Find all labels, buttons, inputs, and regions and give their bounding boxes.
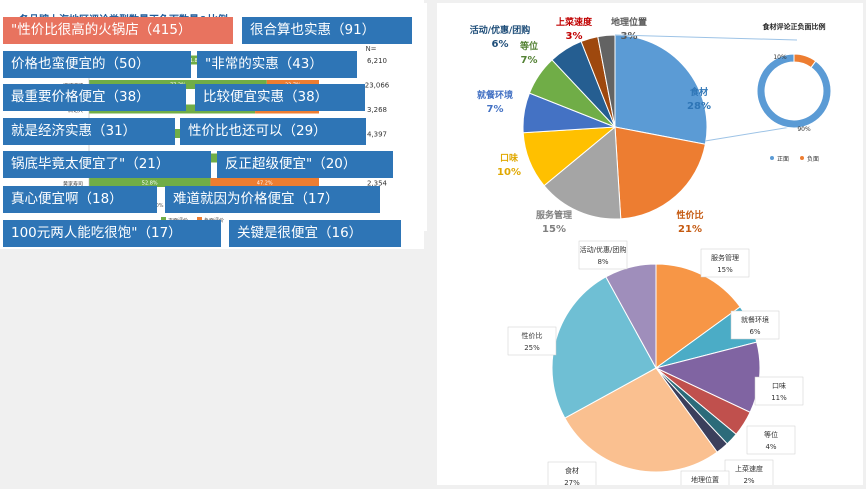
n-value: 4,397 [367,131,387,139]
legend-swatch [161,217,166,222]
pie-slice-pct: 10% [497,167,521,178]
keyword-tag: 锅底毕竟太便宜了"（21） [3,151,211,178]
pie-slice-pct: 7% [487,104,504,115]
keyword-tag: 比较便宜实惠（38） [195,84,365,111]
pie-slice [614,34,708,145]
pie-slice-pct: 8% [597,258,608,266]
n-value: 3,268 [367,106,387,114]
pie-label-box [730,310,780,340]
pie-slice-label: 口味 [772,381,786,390]
connector-line [614,34,798,41]
pie-slice-pct: 3% [566,31,583,42]
pie-slice-pct: 28% [687,101,711,112]
keyword-tag: 反正超级便宜"（20） [217,151,393,178]
pie-slice [543,125,622,220]
pie-label-box [724,459,774,489]
keyword-tag: 性价比也还可以（29） [180,118,366,145]
pie-slice-pct: 3% [621,31,638,42]
donut-legend-swatch [800,156,804,160]
pie-slice-label: 服务管理 [711,253,739,262]
n-value: 23,066 [365,82,390,90]
pie-slice [614,126,706,220]
donut-title: 食材评论正负面比例 [762,22,826,31]
n-value: 2,354 [367,180,388,188]
donut-legend-swatch [770,156,774,160]
keyword-tag: 就是经济实惠（31） [3,118,175,145]
bar-category-label: 黄家寿司 [63,181,83,188]
pie-slice-pct: 15% [542,224,566,235]
pie-slice-pct: 21% [678,224,702,235]
pie-slice-label: 等位 [764,430,778,439]
bar-segment [89,178,211,187]
bar-value-label: 52.8% [142,181,158,187]
bar-value-label: 47.2% [257,181,273,187]
pie-slice-label: 性价比 [522,331,543,340]
pie-slice-pct: 4% [765,443,776,451]
pie-slice-pct: 15% [717,266,733,274]
donut-legend-label: 正面 [777,156,789,163]
pie-slice-label: 等位 [519,40,538,52]
n-value: 6,210 [367,57,387,65]
keyword-tag: 难道就因为价格便宜（17） [165,186,380,213]
legend-swatch [197,217,202,222]
pie-slice-label: 上菜速度 [556,16,593,28]
donut-legend-label: 负面 [807,155,819,163]
pie-slice-label: 活动/优惠/团购 [470,24,531,36]
bar-segment [89,55,301,65]
pie-slice-label: 活动/优惠/团购 [580,245,627,254]
n-header: N= [365,45,376,53]
pie-slice-pct: 25% [524,344,540,352]
category-pie-chart-2: 服务管理15%就餐环境6%口味11%等位4%上菜速度2%地理位置2%食材27%性… [507,240,804,489]
donut-label-negative: 10% [773,54,787,61]
pie-label-box [507,326,557,356]
pie-slice [564,367,718,473]
donut-label-positive: 90% [797,126,811,133]
keyword-tag: 100元两人能吃很饱"（17） [3,220,221,247]
keyword-tag: 关键是很便宜（16） [229,220,401,247]
category-pie-panel-2: 服务管理15%就餐环境6%口味11%等位4%上菜速度2%地理位置2%食材27%性… [437,239,863,489]
pie-slice [605,263,657,369]
connector-line [704,125,798,142]
pie-slice-pct: 6% [492,39,509,50]
pie-slice-label: 口味 [500,152,518,164]
pie-slice-label: 就餐环境 [477,89,513,101]
x-tick-label: 30% [152,203,163,209]
pie-slice-pct: 7% [521,55,538,66]
pie-slice-label: 上菜速度 [735,464,763,473]
keyword-tag: 最重要价格便宜（38） [3,84,186,111]
pie-slice-label: 食材 [689,86,708,98]
pie-slice-label: 就餐环境 [741,315,769,324]
pie-label-box [746,425,796,455]
category-pie-panel: 食材 28% 性价比 21% 服务管理 15% 口味 10% 就餐环境 7% 等位 7% 活动/优惠/团… [437,3,863,239]
pie-slice-pct: 11% [771,394,787,402]
pie-slice-pct: 27% [564,479,580,485]
bar-value-label: 91.8% [187,58,203,64]
pie-label-box [700,248,750,278]
pie-slice-pct: 2% [743,477,754,485]
pie-slice-label: 地理位置 [691,475,719,484]
keyword-tags-panel: "性价比很高的火锅店（415） 很合算也实惠（91） 价格也蛮便宜的（50） "非常的… [0,0,424,249]
keyword-tag: "性价比很高的火锅店（415） [3,17,233,44]
category-pie-chart: 食材 28% 性价比 21% 服务管理 15% 口味 10% 就餐环境 7% 等位 7% 活动/优惠/团… [470,16,832,235]
pie-label-box [754,376,804,406]
keyword-tag: "非常的实惠（43） [197,51,357,78]
pie-slice [756,53,832,129]
keyword-tag: 很合算也实惠（91） [242,17,412,44]
keyword-tag: 价格也蛮便宜的（50） [3,51,191,78]
bar-segment [210,178,319,187]
keyword-tag: 真心便宜啊（18） [3,186,157,213]
pie-slice [597,34,616,128]
pie-slice-label: 食材 [565,466,579,475]
pie-slice-label: 性价比 [676,209,703,221]
pie-slice-label: 地理位置 [611,16,647,28]
pie-slice-pct: 6% [749,328,760,336]
pie-label-box [578,240,628,270]
pie-slice-label: 服务管理 [536,209,572,221]
